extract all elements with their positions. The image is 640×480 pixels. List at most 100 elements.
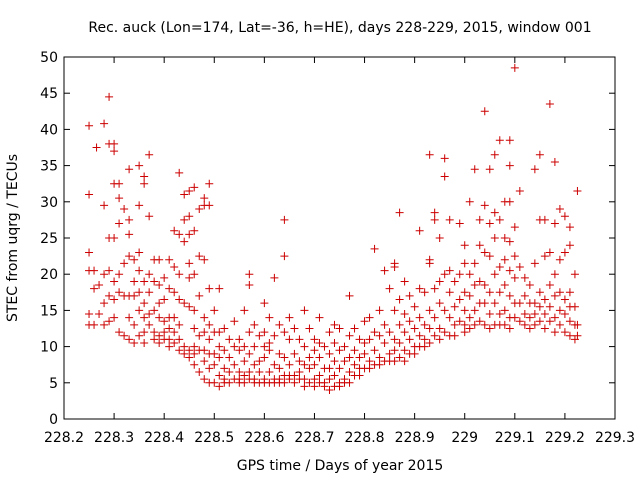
data-point <box>545 302 554 311</box>
data-point <box>190 349 199 358</box>
data-point <box>225 335 234 344</box>
data-point <box>400 328 409 337</box>
data-point <box>455 317 464 326</box>
data-point <box>135 201 144 210</box>
data-point <box>385 349 394 358</box>
data-point <box>145 310 154 319</box>
data-point <box>380 338 389 347</box>
data-point <box>550 270 559 279</box>
data-point <box>455 219 464 228</box>
data-point <box>190 306 199 315</box>
data-point <box>110 139 119 148</box>
data-point <box>150 277 159 286</box>
data-point <box>115 270 124 279</box>
data-point <box>270 331 279 340</box>
data-point <box>475 241 484 250</box>
data-point <box>120 205 129 214</box>
data-point <box>555 320 564 329</box>
data-point <box>175 295 184 304</box>
data-point <box>345 378 354 387</box>
data-point <box>215 353 224 362</box>
data-point <box>515 186 524 195</box>
data-point <box>260 299 269 308</box>
y-tick-label: 40 <box>40 122 58 138</box>
data-point <box>185 186 194 195</box>
data-point <box>125 165 134 174</box>
data-point <box>505 161 514 170</box>
data-point <box>450 277 459 286</box>
x-tick-label: 229 <box>451 430 478 446</box>
data-point <box>565 317 574 326</box>
data-point <box>300 342 309 351</box>
data-point <box>100 320 109 329</box>
data-point <box>425 324 434 333</box>
data-point <box>250 360 259 369</box>
data-point <box>260 328 269 337</box>
data-point <box>450 331 459 340</box>
data-point <box>485 288 494 297</box>
data-point <box>435 324 444 333</box>
data-point <box>340 342 349 351</box>
data-point <box>350 346 359 355</box>
data-point <box>195 367 204 376</box>
data-point <box>180 190 189 199</box>
data-point <box>545 248 554 257</box>
data-point <box>365 357 374 366</box>
data-point <box>100 299 109 308</box>
data-point <box>470 306 479 315</box>
data-point <box>175 335 184 344</box>
y-tick-label: 10 <box>40 340 58 356</box>
data-point <box>185 230 194 239</box>
data-point <box>255 331 264 340</box>
y-tick-label: 20 <box>40 267 58 283</box>
y-tick-label: 15 <box>40 303 58 319</box>
data-point <box>335 324 344 333</box>
data-point <box>520 273 529 282</box>
data-point <box>450 320 459 329</box>
data-point <box>130 255 139 264</box>
data-point <box>540 324 549 333</box>
data-point <box>180 349 189 358</box>
data-point <box>140 172 149 181</box>
data-point <box>485 310 494 319</box>
data-point <box>205 284 214 293</box>
data-point <box>570 302 579 311</box>
data-point <box>465 291 474 300</box>
data-point <box>110 234 119 242</box>
data-point <box>375 331 384 340</box>
data-point <box>510 252 519 261</box>
data-point <box>390 262 399 271</box>
data-point <box>250 320 259 329</box>
data-point <box>245 349 254 358</box>
data-point <box>235 335 244 344</box>
data-point <box>335 346 344 355</box>
data-point <box>85 248 94 257</box>
data-point <box>120 259 129 268</box>
data-point <box>170 288 179 297</box>
data-point <box>550 291 559 300</box>
data-point <box>170 313 179 322</box>
data-point <box>305 324 314 333</box>
data-point <box>565 288 574 297</box>
data-point <box>140 277 149 286</box>
data-point <box>555 306 564 315</box>
data-point <box>170 262 179 271</box>
data-point <box>425 338 434 347</box>
data-point <box>150 335 159 344</box>
data-point <box>310 335 319 344</box>
data-point <box>300 360 309 369</box>
data-point <box>535 288 544 297</box>
data-point <box>360 317 369 326</box>
data-point <box>490 299 499 308</box>
data-point <box>200 194 209 203</box>
data-point <box>360 338 369 347</box>
data-point <box>230 317 239 326</box>
data-point <box>325 328 334 337</box>
data-point <box>500 320 509 329</box>
data-point <box>315 338 324 347</box>
data-point <box>160 273 169 282</box>
data-point <box>105 291 114 300</box>
data-point <box>573 320 582 329</box>
data-point <box>215 328 224 337</box>
data-point <box>415 284 424 293</box>
